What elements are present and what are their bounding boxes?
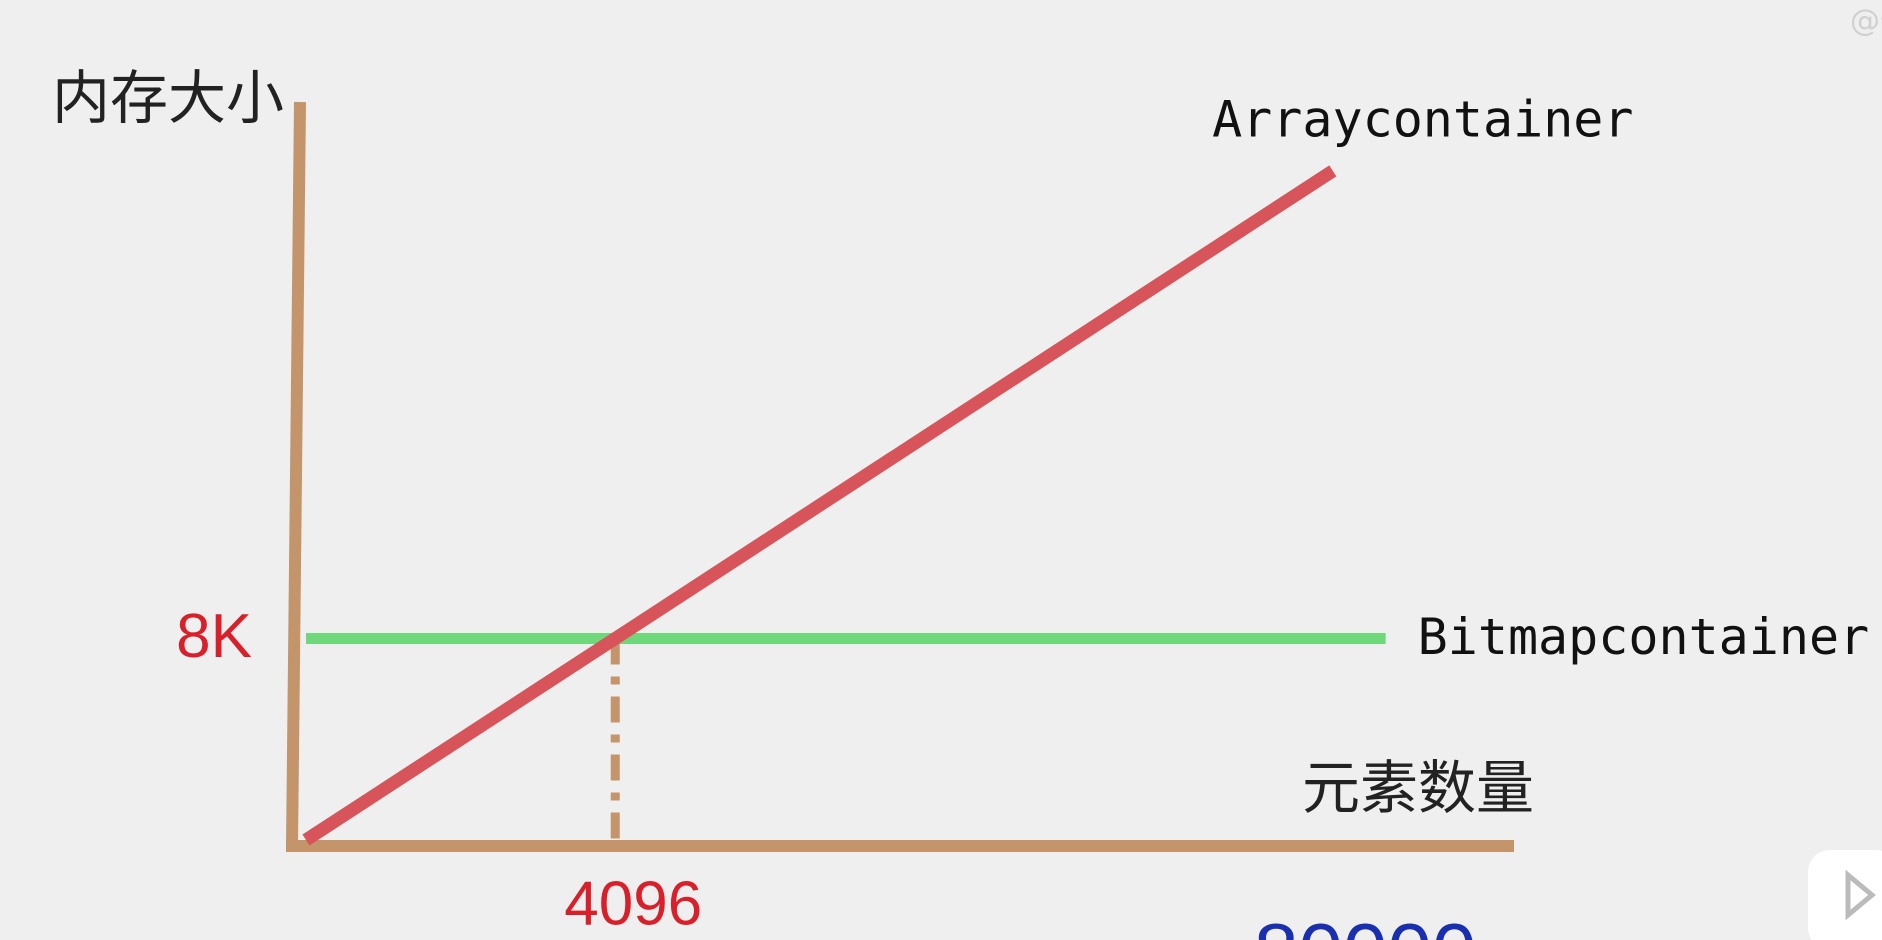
play-button[interactable] (1808, 850, 1882, 940)
play-button-bg[interactable] (1808, 850, 1882, 940)
x-axis-label: 元素数量 (1302, 754, 1534, 822)
series-label: Bitmapcontainer (1418, 608, 1870, 666)
play-icon[interactable] (1845, 869, 1876, 921)
y-axis-label: 内存大小 (52, 64, 284, 132)
x-tick-label: 4096 (564, 869, 702, 938)
y-tick-label: 8K (176, 602, 252, 671)
series-line (302, 165, 1337, 846)
annotation: 80000 (1254, 907, 1476, 940)
y-axis (286, 101, 306, 847)
series-label: Arraycontainer (1212, 90, 1633, 148)
watermark: @一枚 (1850, 4, 1882, 39)
